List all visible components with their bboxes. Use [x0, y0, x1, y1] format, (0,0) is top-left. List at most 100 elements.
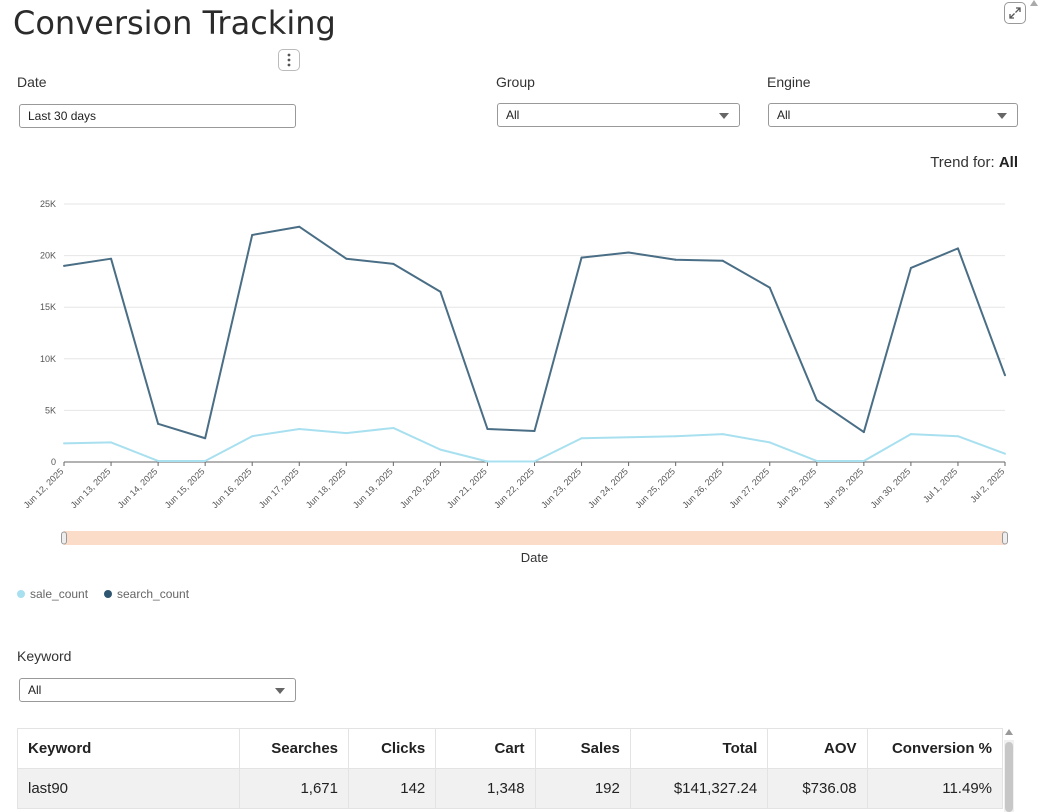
column-header-total[interactable]: Total — [629, 728, 769, 769]
y-tick-label: 0 — [51, 457, 56, 467]
search_count-point — [63, 264, 65, 267]
column-header-searches[interactable]: Searches — [238, 728, 350, 769]
sale_count-point — [157, 459, 160, 462]
sale_count-point — [721, 433, 724, 436]
search_count-point — [486, 427, 489, 430]
table-scrollbar-thumb[interactable] — [1005, 742, 1013, 812]
column-header-aov[interactable]: AOV — [767, 728, 868, 769]
x-tick-label: Jun 15, 2025 — [163, 466, 207, 510]
date-filter-label: Date — [17, 74, 47, 90]
page-title: Conversion Tracking — [13, 4, 336, 42]
search_count-point — [251, 233, 254, 236]
scroll-up-arrow-icon[interactable] — [1030, 0, 1038, 6]
keyword-select[interactable]: All — [19, 678, 296, 702]
x-tick-label: Jun 22, 2025 — [492, 466, 536, 510]
sale_count-point — [580, 437, 583, 440]
kebab-icon — [287, 53, 291, 67]
trend-value: All — [998, 154, 1018, 171]
cell-keyword: last90 — [17, 768, 240, 809]
search_count-point — [815, 399, 818, 402]
cell-searches: 1,671 — [238, 768, 350, 809]
chevron-down-icon — [275, 688, 285, 694]
cell-aov: $736.08 — [767, 768, 868, 809]
search_count-point — [580, 256, 583, 259]
sale_count-point — [486, 460, 489, 463]
sale_count-point — [439, 448, 442, 451]
x-tick-label: Jul 2, 2025 — [968, 466, 1006, 504]
search-count-legend-dot — [104, 590, 112, 598]
sale_count-point — [862, 459, 865, 462]
search_count-point — [392, 262, 395, 265]
search_count-point — [956, 247, 959, 250]
x-tick-label: Jun 26, 2025 — [680, 466, 724, 510]
cell-total: $141,327.24 — [629, 768, 769, 809]
legend-item-sale-count[interactable]: sale_count — [17, 587, 88, 601]
search_count-point — [721, 259, 724, 262]
column-header-clicks[interactable]: Clicks — [347, 728, 437, 769]
search_count-point — [627, 251, 630, 254]
search_count-point — [533, 430, 536, 433]
slider-handle[interactable] — [1002, 531, 1008, 545]
legend-label: sale_count — [30, 587, 89, 601]
date-range-slider[interactable] — [64, 531, 1005, 545]
column-header-cart[interactable]: Cart — [435, 728, 536, 769]
group-select[interactable]: All — [497, 103, 740, 127]
search_count-point — [862, 431, 865, 434]
group-filter-label: Group — [496, 74, 535, 90]
search_count-point — [1004, 374, 1006, 377]
x-tick-label: Jun 24, 2025 — [586, 466, 630, 510]
engine-filter-label: Engine — [767, 74, 811, 90]
y-tick-label: 20K — [40, 251, 56, 261]
x-tick-label: Jun 25, 2025 — [633, 466, 677, 510]
table-header-row: Keyword Searches Clicks Cart Sales Total… — [17, 728, 1004, 769]
search_count-point — [439, 290, 442, 293]
cell-cart: 1,348 — [435, 768, 536, 809]
sale_count-point — [768, 441, 771, 444]
search_count-point — [345, 257, 348, 260]
column-header-sales[interactable]: Sales — [534, 728, 631, 769]
trend-caption: Trend for: All — [930, 154, 1018, 171]
search_count-point — [768, 286, 771, 289]
chevron-down-icon — [719, 113, 729, 119]
x-tick-label: Jun 23, 2025 — [539, 466, 583, 510]
slider-handle[interactable] — [61, 531, 67, 545]
search_count-point — [298, 225, 301, 228]
search_count-point — [110, 257, 113, 260]
search_count-point — [157, 422, 160, 425]
expand-icon — [1009, 7, 1021, 19]
legend-label: search_count — [117, 587, 190, 601]
engine-select-value: All — [777, 108, 791, 122]
sale_count-point — [674, 435, 677, 438]
sale_count-point — [251, 435, 254, 438]
column-header-keyword[interactable]: Keyword — [17, 728, 240, 769]
x-tick-label: Jun 21, 2025 — [445, 466, 489, 510]
date-range-input[interactable]: Last 30 days — [19, 104, 296, 128]
x-tick-label: Jun 29, 2025 — [821, 466, 865, 510]
sale_count-point — [204, 459, 207, 462]
sale_count-point — [345, 432, 348, 435]
x-tick-label: Jun 14, 2025 — [116, 466, 160, 510]
keyword-filter-label: Keyword — [17, 648, 72, 664]
search_count-point — [674, 258, 677, 261]
sale_count-point — [1004, 452, 1006, 455]
x-tick-label: Jul 1, 2025 — [921, 466, 959, 504]
y-tick-label: 10K — [40, 354, 56, 364]
sale_count-point — [909, 433, 912, 436]
search_count-point — [909, 266, 912, 269]
legend-item-search-count[interactable]: search_count — [104, 587, 189, 601]
sale_count-point — [533, 460, 536, 463]
x-tick-label: Jun 13, 2025 — [69, 466, 113, 510]
y-tick-label: 25K — [40, 199, 56, 209]
table-row[interactable]: last90 1,671 142 1,348 192 $141,327.24 $… — [17, 768, 1004, 809]
engine-select[interactable]: All — [768, 103, 1018, 127]
sale_count-point — [298, 427, 301, 430]
sale_count-point — [110, 441, 113, 444]
column-header-conversion[interactable]: Conversion % — [866, 728, 1004, 769]
table-scroll-up-icon[interactable] — [1005, 729, 1013, 735]
trend-prefix: Trend for: — [930, 154, 995, 171]
x-tick-label: Jun 27, 2025 — [727, 466, 771, 510]
expand-button[interactable] — [1004, 2, 1026, 24]
sale_count-point — [627, 436, 630, 439]
more-options-button[interactable] — [278, 49, 300, 71]
x-tick-label: Jun 20, 2025 — [398, 466, 442, 510]
